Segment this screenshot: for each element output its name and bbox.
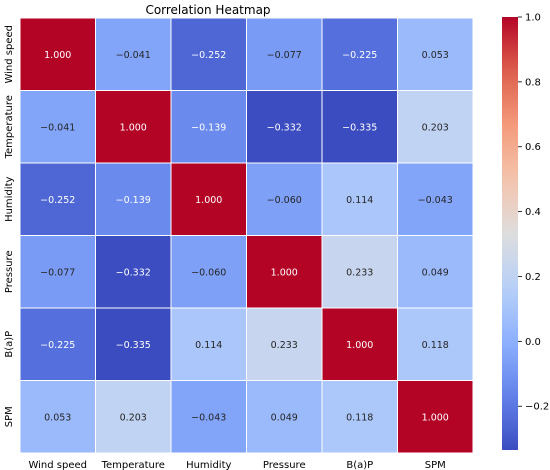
heatmap-cell — [246, 162, 323, 236]
heatmap-cell — [170, 17, 247, 91]
cell-value-label: 0.114 — [195, 340, 222, 351]
cell-value-label: −0.060 — [191, 267, 226, 278]
heatmap-cell — [95, 235, 172, 309]
heatmap-cell — [321, 307, 398, 381]
cell-value-label: −0.335 — [342, 122, 377, 133]
cell-value-label: −0.043 — [191, 412, 226, 423]
heatmap-cell — [19, 235, 96, 309]
cell-value-label: 0.049 — [271, 412, 298, 423]
heatmap-cell — [397, 17, 474, 91]
heatmap-cells: 1.000 −0.041 −0.252 −0.077 −0.225 0.053 −0.041… — [19, 17, 474, 454]
x-tick-labels: Wind speed Temperature Humidity Pressure B(a… — [28, 460, 445, 470]
colorbar-tick-label: 0.0 — [525, 337, 541, 348]
cell-value-label: −0.252 — [40, 195, 75, 206]
heatmap-cell — [95, 17, 172, 91]
heatmap-cell — [246, 307, 323, 381]
cell-value-label: 0.053 — [422, 50, 449, 61]
heatmap-cell — [397, 162, 474, 236]
cell-value-label: 0.053 — [44, 412, 71, 423]
y-tick-label: SPM — [4, 406, 15, 427]
cell-value-label: −0.077 — [40, 267, 75, 278]
heatmap-cell — [170, 235, 247, 309]
cell-value-label: 0.233 — [271, 340, 298, 351]
x-tick-label: B(a)P — [346, 460, 373, 470]
cell-value-label: −0.332 — [267, 122, 302, 133]
heatmap-cell — [19, 307, 96, 381]
heatmap-cell — [95, 162, 172, 236]
cell-value-label: −0.077 — [267, 50, 302, 61]
colorbar — [502, 17, 518, 450]
cell-value-label: −0.043 — [418, 195, 453, 206]
heatmap-cell — [246, 235, 323, 309]
heatmap-cell — [19, 380, 96, 454]
cell-value-label: 0.114 — [346, 195, 373, 206]
y-tick-label: Temperature — [4, 95, 15, 159]
y-tick-label: Wind speed — [4, 25, 15, 84]
chart-title: Correlation Heatmap — [145, 3, 270, 17]
cell-value-label: 1.000 — [195, 195, 222, 206]
cell-value-label: 0.233 — [346, 267, 373, 278]
colorbar-ticks: 1.0 0.8 0.6 0.4 0.2 0.0 −0.2 — [518, 13, 549, 413]
colorbar-tick-label: 0.2 — [525, 272, 541, 283]
cell-value-label: −0.335 — [116, 340, 151, 351]
cell-value-label: −0.060 — [267, 195, 302, 206]
heatmap-cell — [321, 235, 398, 309]
colorbar-tick-label: −0.2 — [525, 402, 549, 413]
heatmap-cell — [321, 17, 398, 91]
cell-value-label: 0.203 — [120, 412, 147, 423]
heatmap-cell — [321, 380, 398, 454]
cell-value-label: −0.332 — [116, 267, 151, 278]
cell-value-label: −0.225 — [40, 340, 75, 351]
cell-value-label: 0.203 — [422, 122, 449, 133]
colorbar-tick-label: 0.8 — [525, 77, 541, 88]
heatmap-cell — [397, 90, 474, 164]
cell-value-label: 1.000 — [44, 50, 71, 61]
cell-value-label: 0.049 — [422, 267, 449, 278]
cell-value-label: −0.041 — [40, 122, 75, 133]
heatmap-cell — [397, 380, 474, 454]
cell-value-label: 1.000 — [422, 412, 449, 423]
x-tick-label: Wind speed — [28, 460, 87, 470]
colorbar-tick-label: 1.0 — [525, 13, 541, 24]
heatmap-cell — [321, 162, 398, 236]
x-tick-label: Humidity — [186, 460, 231, 470]
cell-value-label: 0.118 — [346, 412, 373, 423]
heatmap-cell — [19, 162, 96, 236]
heatmap-cell — [246, 17, 323, 91]
heatmap-cell — [170, 307, 247, 381]
cell-value-label: 1.000 — [346, 340, 373, 351]
x-tick-label: Temperature — [101, 460, 165, 470]
colorbar-tick-label: 0.4 — [525, 207, 541, 218]
cell-value-label: 0.118 — [422, 340, 449, 351]
y-tick-label: Pressure — [4, 250, 15, 293]
cell-value-label: −0.139 — [191, 122, 226, 133]
cell-value-label: 1.000 — [120, 122, 147, 133]
heatmap-cell — [246, 380, 323, 454]
heatmap-cell — [246, 90, 323, 164]
cell-value-label: 1.000 — [271, 267, 298, 278]
cell-value-label: −0.252 — [191, 50, 226, 61]
y-tick-labels: Wind speed Temperature Humidity Pressure B(a… — [4, 25, 15, 427]
heatmap-cell — [19, 17, 96, 91]
y-tick-label: B(a)P — [4, 331, 15, 358]
x-tick-label: Pressure — [263, 460, 306, 470]
y-tick-label: Humidity — [4, 176, 15, 221]
cell-value-label: −0.041 — [116, 50, 151, 61]
cell-value-label: −0.139 — [116, 195, 151, 206]
heatmap-cell — [397, 235, 474, 309]
heatmap-cell — [95, 90, 172, 164]
cell-value-label: −0.225 — [342, 50, 377, 61]
colorbar-tick-label: 0.6 — [525, 142, 541, 153]
x-tick-label: SPM — [425, 460, 446, 470]
heatmap-cell — [397, 307, 474, 381]
